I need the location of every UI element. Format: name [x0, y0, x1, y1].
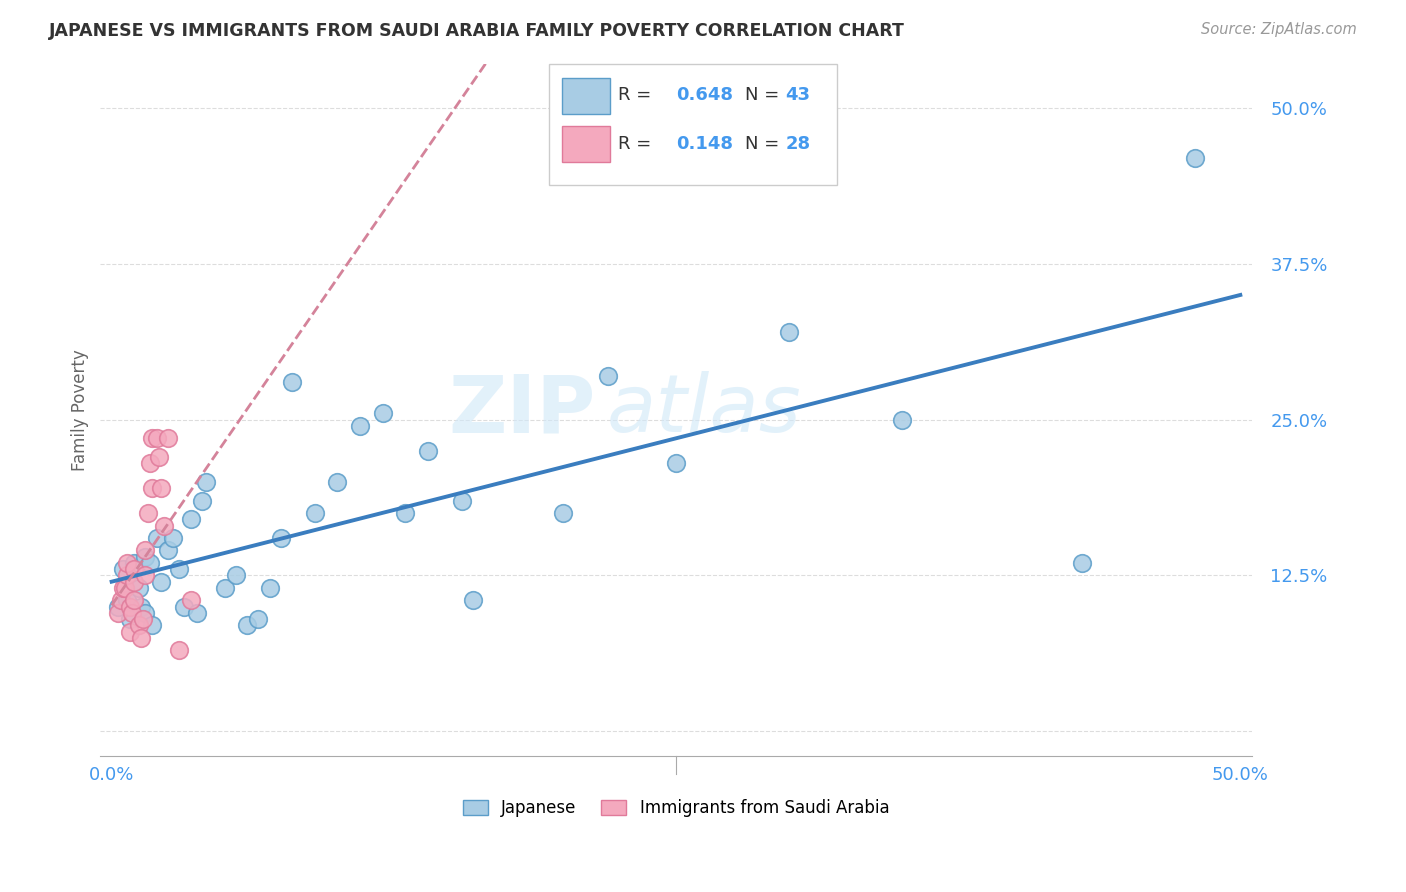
- Point: [371, 406, 394, 420]
- Point: [157, 543, 180, 558]
- Point: [416, 443, 439, 458]
- Point: [225, 568, 247, 582]
- Point: [129, 631, 152, 645]
- Point: [169, 562, 191, 576]
- Point: [122, 593, 145, 607]
- FancyBboxPatch shape: [550, 64, 837, 186]
- Y-axis label: Family Poverty: Family Poverty: [72, 350, 89, 471]
- Point: [394, 506, 416, 520]
- Point: [148, 450, 170, 464]
- Point: [118, 599, 141, 614]
- Point: [665, 456, 688, 470]
- Point: [114, 581, 136, 595]
- Point: [1184, 151, 1206, 165]
- Point: [134, 549, 156, 564]
- Text: Source: ZipAtlas.com: Source: ZipAtlas.com: [1201, 22, 1357, 37]
- Text: 0.148: 0.148: [676, 135, 733, 153]
- Point: [122, 556, 145, 570]
- Point: [118, 624, 141, 639]
- Point: [152, 518, 174, 533]
- Point: [146, 531, 169, 545]
- Point: [122, 562, 145, 576]
- Point: [139, 556, 162, 570]
- Point: [349, 418, 371, 433]
- Point: [890, 412, 912, 426]
- Point: [136, 506, 159, 520]
- Point: [186, 606, 208, 620]
- Point: [169, 643, 191, 657]
- Text: 28: 28: [786, 135, 810, 153]
- Point: [129, 599, 152, 614]
- Point: [180, 512, 202, 526]
- Text: 43: 43: [786, 87, 810, 104]
- Point: [107, 599, 129, 614]
- Text: JAPANESE VS IMMIGRANTS FROM SAUDI ARABIA FAMILY POVERTY CORRELATION CHART: JAPANESE VS IMMIGRANTS FROM SAUDI ARABIA…: [49, 22, 905, 40]
- Point: [150, 574, 173, 589]
- Point: [247, 612, 270, 626]
- Text: 0.648: 0.648: [676, 87, 733, 104]
- Point: [778, 325, 800, 339]
- Point: [1071, 556, 1094, 570]
- Point: [111, 581, 134, 595]
- Text: ZIP: ZIP: [449, 371, 595, 450]
- Point: [141, 481, 163, 495]
- Point: [117, 556, 139, 570]
- Text: N =: N =: [745, 135, 779, 153]
- Point: [214, 581, 236, 595]
- Point: [157, 431, 180, 445]
- Point: [134, 568, 156, 582]
- FancyBboxPatch shape: [562, 78, 610, 114]
- Point: [450, 493, 472, 508]
- Point: [107, 606, 129, 620]
- Point: [132, 612, 155, 626]
- Point: [195, 475, 218, 489]
- Point: [326, 475, 349, 489]
- Point: [117, 568, 139, 582]
- Text: R =: R =: [619, 87, 651, 104]
- Point: [128, 618, 150, 632]
- Point: [304, 506, 326, 520]
- FancyBboxPatch shape: [562, 127, 610, 162]
- Point: [134, 606, 156, 620]
- Point: [173, 599, 195, 614]
- Point: [111, 562, 134, 576]
- Text: atlas: atlas: [607, 371, 801, 450]
- Point: [141, 431, 163, 445]
- Point: [110, 593, 132, 607]
- Point: [128, 581, 150, 595]
- Text: N =: N =: [745, 87, 779, 104]
- Point: [180, 593, 202, 607]
- Point: [141, 618, 163, 632]
- Point: [139, 456, 162, 470]
- Legend: Japanese, Immigrants from Saudi Arabia: Japanese, Immigrants from Saudi Arabia: [456, 793, 896, 824]
- Point: [122, 574, 145, 589]
- Point: [117, 593, 139, 607]
- Point: [162, 531, 184, 545]
- Point: [553, 506, 575, 520]
- Point: [150, 481, 173, 495]
- Point: [191, 493, 214, 508]
- Point: [118, 612, 141, 626]
- Point: [146, 431, 169, 445]
- Point: [270, 531, 292, 545]
- Point: [134, 543, 156, 558]
- Point: [236, 618, 259, 632]
- Point: [461, 593, 484, 607]
- Point: [598, 368, 620, 383]
- Text: R =: R =: [619, 135, 651, 153]
- Point: [281, 375, 304, 389]
- Point: [121, 606, 143, 620]
- Point: [259, 581, 281, 595]
